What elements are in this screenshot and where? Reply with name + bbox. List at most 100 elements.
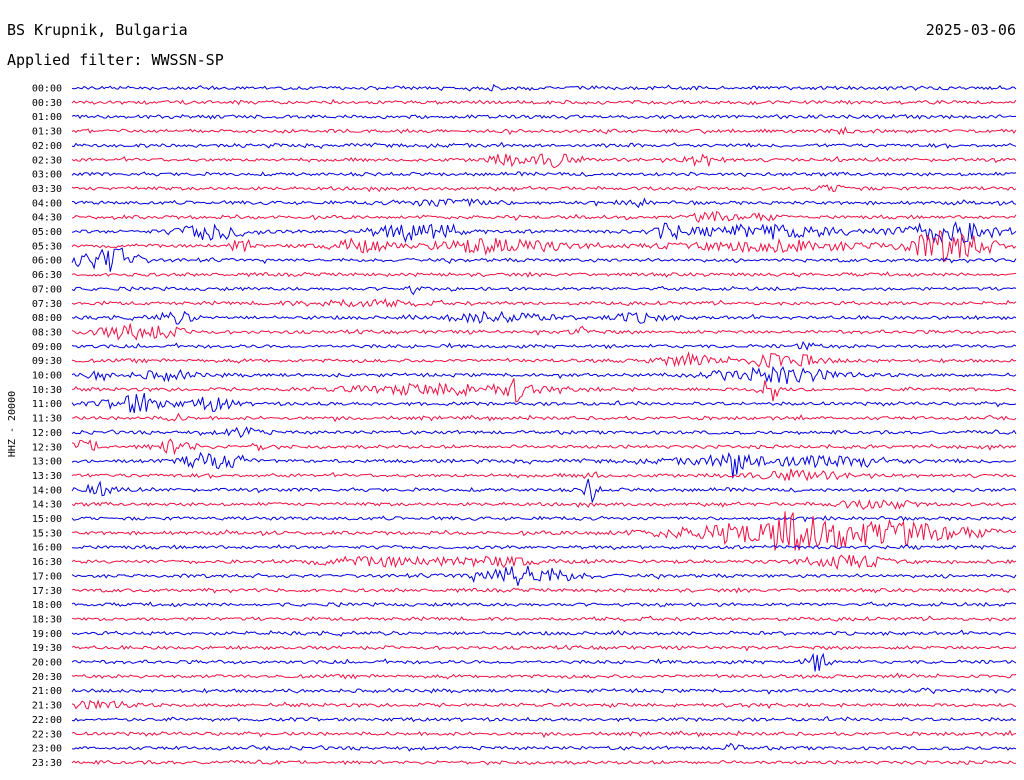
time-tick-label: 11:30 [32,414,62,425]
seismogram-trace [71,83,1017,92]
seismogram-trace [71,615,1017,622]
seismogram-trace [71,672,1017,680]
seismogram-trace [71,271,1017,278]
seismogram-trace [71,153,1017,169]
seismogram-trace [71,412,1017,423]
seismogram-trace [71,742,1017,752]
time-tick-label: 13:00 [32,457,62,468]
seismogram-trace [71,229,1017,263]
time-tick-label: 11:00 [32,399,62,410]
time-tick-label: 13:30 [32,471,62,482]
seismogram-trace [71,350,1017,369]
seismogram-trace [71,438,1017,456]
time-tick-label: 02:30 [32,155,62,166]
seismogram-trace [71,451,1017,479]
seismogram-trace [71,378,1017,403]
seismogram-trace [71,221,1017,244]
seismogram-trace [71,601,1017,608]
time-tick-label: 09:00 [32,342,62,353]
time-tick-label: 20:30 [32,672,62,683]
time-tick-label: 06:00 [32,256,62,267]
seismogram-trace [71,586,1017,594]
time-tick-label: 16:00 [32,543,62,554]
time-tick-label: 06:30 [32,270,62,281]
seismogram-trace [71,644,1017,652]
seismogram-trace [71,687,1017,695]
time-tick-label: 02:00 [32,141,62,152]
time-tick-label: 16:30 [32,557,62,568]
seismogram-trace [71,365,1017,384]
time-tick-label: 17:30 [32,586,62,597]
seismogram-trace [71,297,1017,308]
seismogram-trace [71,426,1017,438]
time-tick-label: 09:30 [32,356,62,367]
time-tick-label: 14:30 [32,500,62,511]
time-tick-label: 19:00 [32,629,62,640]
time-tick-label: 01:00 [32,112,62,123]
time-tick-label: 22:30 [32,729,62,740]
time-tick-label: 15:00 [32,514,62,525]
seismogram-trace [71,515,1017,523]
record-date: 2025-03-06 [926,21,1016,39]
seismogram-trace [71,498,1017,510]
time-tick-label: 14:00 [32,485,62,496]
time-tick-label: 05:00 [32,227,62,238]
time-tick-label: 21:30 [32,701,62,712]
time-tick-label: 00:30 [32,98,62,109]
time-tick-label: 22:00 [32,715,62,726]
seismogram-trace [71,126,1017,136]
time-tick-label: 17:00 [32,571,62,582]
time-tick-label: 04:30 [32,213,62,224]
time-tick-label: 07:00 [32,284,62,295]
time-tick-label: 10:30 [32,385,62,396]
seismogram-trace [71,285,1017,296]
seismogram-trace [71,197,1017,209]
time-tick-label: 19:30 [32,643,62,654]
time-tick-label: 10:00 [32,371,62,382]
seismogram-trace [71,323,1017,341]
seismogram-trace [71,392,1017,414]
seismogram-trace [71,652,1017,672]
filter-label: Applied filter: WWSSN-SP [7,51,224,69]
station-title: BS Krupnik, Bulgaria [7,21,188,39]
time-tick-label: 08:30 [32,327,62,338]
time-tick-label: 12:00 [32,428,62,439]
seismogram-trace [71,478,1017,504]
time-tick-label: 23:30 [32,758,62,769]
channel-axis-label: HHZ - 20000 [7,391,18,457]
time-tick-label: 18:00 [32,600,62,611]
time-tick-label: 05:30 [32,241,62,252]
seismogram-trace [71,171,1017,178]
time-tick-label: 23:00 [32,744,62,755]
time-tick-label: 03:30 [32,184,62,195]
seismogram-trace [71,211,1017,223]
seismogram-trace [71,699,1017,710]
seismogram-trace [71,340,1017,351]
time-tick-label: 20:00 [32,658,62,669]
seismogram-trace [71,729,1017,738]
time-tick-label: 03:00 [32,170,62,181]
seismogram-trace [71,565,1017,586]
seismogram-trace [71,759,1017,766]
seismogram-trace [71,310,1017,325]
seismogram-trace [71,184,1017,193]
seismogram-trace [71,468,1017,482]
seismogram-trace [71,511,1017,551]
time-tick-label: 12:30 [32,442,62,453]
seismogram-trace [71,98,1017,106]
seismogram-trace [71,629,1017,637]
seismogram-trace [71,141,1017,150]
time-tick-label: 15:30 [32,528,62,539]
seismogram-trace [71,544,1017,551]
trace-rows: 00:00 00:30 01:00 01:30 02:00 02:30 03:00 03:30… [32,83,1017,769]
seismogram-trace [71,247,1017,272]
seismogram-trace [71,113,1017,120]
time-tick-label: 01:30 [32,127,62,138]
time-tick-label: 04:00 [32,198,62,209]
seismogram-trace [71,716,1017,723]
time-tick-label: 08:00 [32,313,62,324]
time-tick-label: 07:30 [32,299,62,310]
time-tick-label: 00:00 [32,84,62,95]
